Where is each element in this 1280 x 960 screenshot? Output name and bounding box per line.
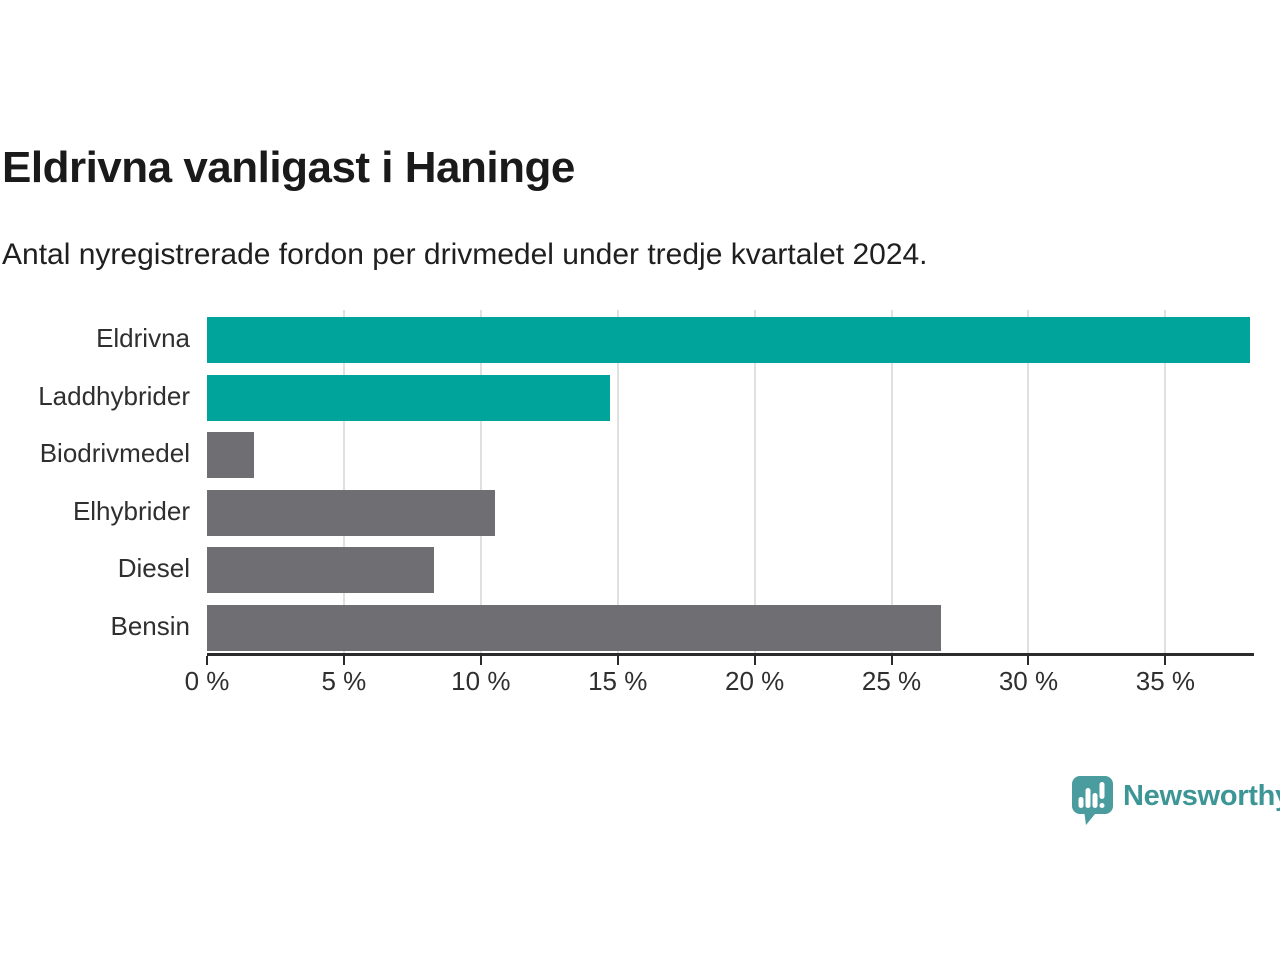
gridline-25 <box>890 310 893 655</box>
category-label-biodrivmedel: Biodrivmedel <box>39 438 190 468</box>
chart-title: Eldrivna vanligast i Haninge <box>2 143 575 192</box>
x-tick-label-5: 5 % <box>321 666 367 696</box>
x-tick-5 <box>342 656 345 665</box>
bar-eldrivna <box>207 317 1251 363</box>
category-label-elhybrider: Elhybrider <box>72 495 190 526</box>
x-tick-15 <box>616 656 619 665</box>
bar-diesel <box>207 547 435 593</box>
bar-bensin <box>207 604 941 651</box>
x-tick-35 <box>1164 656 1167 665</box>
gridline-5 <box>342 310 345 655</box>
gridline-35 <box>1164 310 1167 655</box>
category-label-eldrivna: Eldrivna <box>96 323 190 353</box>
x-tick-label-30: 30 % <box>998 666 1059 696</box>
x-tick-label-15: 15 % <box>588 666 648 696</box>
category-label-laddhybrider: Laddhybrider <box>38 380 190 411</box>
bar-elhybrider <box>207 489 495 536</box>
x-tick-label-0: 0 % <box>184 666 230 696</box>
x-tick-label-35: 35 % <box>1135 666 1195 696</box>
gridline-20 <box>753 310 756 655</box>
category-label-bensin: Bensin <box>110 610 191 641</box>
x-tick-10 <box>479 656 482 665</box>
gridline-30 <box>1027 310 1030 655</box>
x-tick-label-25: 25 % <box>861 666 922 696</box>
newsworthy-logo: Newsworthy <box>1070 775 1280 825</box>
bar-chart-speech-bubble-icon <box>1072 776 1113 825</box>
x-tick-20 <box>753 656 756 665</box>
x-tick-30 <box>1027 656 1030 665</box>
x-tick-label-10: 10 % <box>451 666 511 696</box>
chart-subtitle: Antal nyregistrerade fordon per drivmede… <box>2 238 928 271</box>
x-tick-0 <box>206 656 208 665</box>
x-tick-25 <box>890 656 893 665</box>
newsworthy-logo-text: Newsworthy <box>1123 779 1280 812</box>
bar-laddhybrider <box>207 374 610 421</box>
x-tick-label-20: 20 % <box>725 666 785 696</box>
bar-biodrivmedel <box>207 432 254 478</box>
category-label-diesel: Diesel <box>117 553 190 583</box>
plot-area <box>207 310 1253 655</box>
gridline-10 <box>479 310 482 655</box>
gridline-15 <box>616 310 619 655</box>
x-axis-line <box>207 653 1254 656</box>
